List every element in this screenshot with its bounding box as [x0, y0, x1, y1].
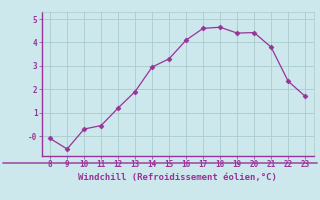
X-axis label: Windchill (Refroidissement éolien,°C): Windchill (Refroidissement éolien,°C) [78, 173, 277, 182]
